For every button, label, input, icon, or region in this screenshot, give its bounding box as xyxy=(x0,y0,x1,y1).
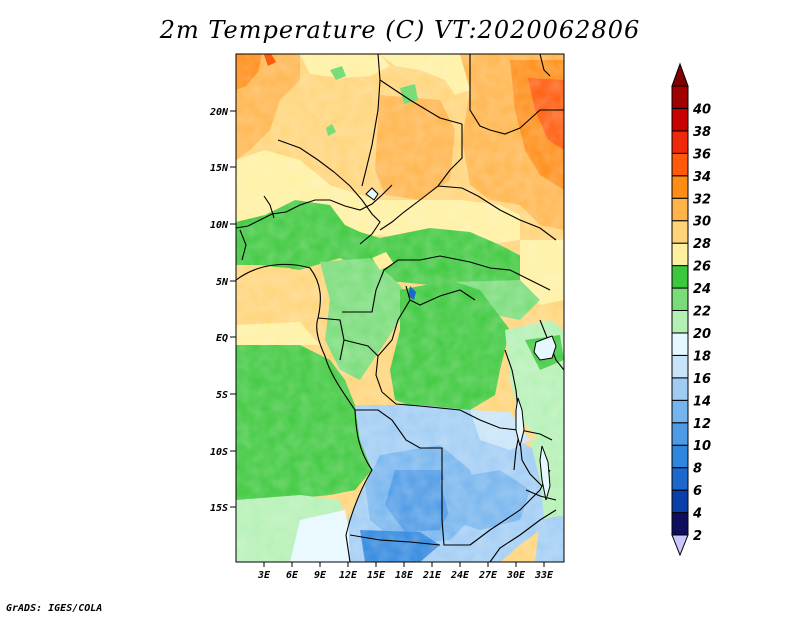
colorbar-swatch xyxy=(671,107,689,132)
colorbar-swatch xyxy=(671,332,689,356)
lon-label: 9E xyxy=(314,570,327,581)
colorbar-label: 10 xyxy=(693,439,711,454)
colorbar-swatch xyxy=(671,444,689,469)
map-frame xyxy=(235,53,565,563)
lon-label: 3E xyxy=(257,570,271,581)
colorbar-label: 6 xyxy=(693,484,702,499)
colorbar-label: 16 xyxy=(693,372,711,387)
lat-label: 15N xyxy=(210,163,229,174)
lon-label: 33E xyxy=(534,570,554,581)
lakes xyxy=(365,187,557,501)
colorbar-swatch xyxy=(671,152,689,177)
colorbar-label: 36 xyxy=(693,147,711,162)
colorbar-swatch xyxy=(671,310,689,334)
lat-tick-labels: 20N 15N 10N 5N EQ 5S 10S 15S xyxy=(209,107,229,514)
colorbar-swatch xyxy=(671,130,689,154)
colorbar-swatch xyxy=(671,175,689,199)
credit-text: GrADS: IGES/COLA xyxy=(6,603,103,614)
colorbar-label: 2 xyxy=(693,529,702,544)
colorbar-label: 22 xyxy=(693,305,711,320)
colorbar-swatch xyxy=(671,242,689,267)
colorbar-label: 14 xyxy=(693,394,711,409)
colorbar-swatch xyxy=(671,85,689,109)
colorbar-min-arrow xyxy=(671,534,689,557)
colorbar-swatch xyxy=(671,377,689,401)
colorbar-label: 30 xyxy=(693,215,711,230)
colorbar-label: 26 xyxy=(693,260,711,275)
colorbar-label: 40 xyxy=(692,102,711,117)
lat-label: 20N xyxy=(209,107,229,118)
lon-label: 18E xyxy=(395,570,414,581)
lon-label: 12E xyxy=(339,570,358,581)
lon-label: 27E xyxy=(478,570,498,581)
map-title: 2m Temperature (C) VT:2020062806 xyxy=(159,16,641,44)
colorbar-label: 32 xyxy=(693,192,711,207)
colorbar-label: 12 xyxy=(693,417,711,432)
colorbar-swatch xyxy=(671,354,689,379)
lat-label: 15S xyxy=(210,503,228,514)
lon-tick-labels: 3E 6E 9E 12E 15E 18E 21E 24E 27E 30E 33E xyxy=(257,570,554,581)
colorbar-label: 8 xyxy=(693,462,702,477)
lon-label: 6E xyxy=(286,570,299,581)
colorbar-swatch xyxy=(671,220,689,244)
colorbar-label: 34 xyxy=(693,170,711,185)
temperature-field xyxy=(236,54,564,562)
colorbar-max-arrow xyxy=(671,62,689,87)
colorbar-swatch xyxy=(671,422,689,446)
lon-label: 30E xyxy=(506,570,526,581)
colorbar-label: 28 xyxy=(693,237,711,252)
colorbar-swatch xyxy=(671,467,689,491)
lat-label: 10S xyxy=(210,447,228,458)
colorbar-swatch xyxy=(671,489,689,514)
lat-label: 5S xyxy=(216,390,228,401)
colorbar-label: 38 xyxy=(693,125,711,140)
lat-axis xyxy=(230,110,236,508)
colorbar-swatch xyxy=(671,399,689,424)
lat-label: EQ xyxy=(216,333,228,344)
colorbar-swatch xyxy=(671,197,689,222)
colorbar-swatch xyxy=(671,265,689,289)
lon-label: 15E xyxy=(367,570,386,581)
lon-label: 21E xyxy=(422,570,442,581)
lon-axis xyxy=(263,562,545,567)
colorbar-label: 20 xyxy=(693,327,711,342)
lat-label: 5N xyxy=(216,277,229,288)
colorbar-swatch xyxy=(671,287,689,311)
lat-label: 10N xyxy=(210,220,229,231)
colorbar-label: 24 xyxy=(693,282,711,297)
colorbar-label: 18 xyxy=(693,349,711,364)
colorbar-label: 4 xyxy=(692,507,702,522)
lon-label: 24E xyxy=(450,570,470,581)
colorbar-swatch xyxy=(671,512,689,536)
